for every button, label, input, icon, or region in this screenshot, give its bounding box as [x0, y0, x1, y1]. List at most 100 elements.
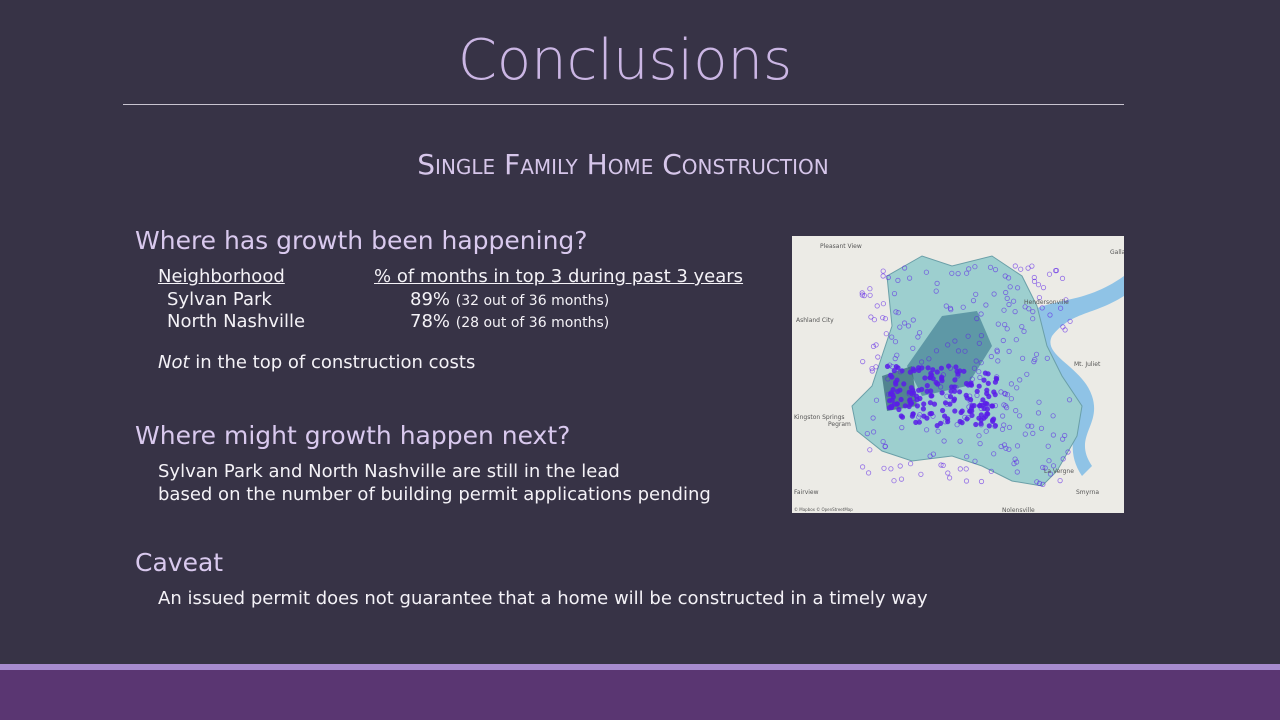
permit-point [885, 274, 891, 281]
permit-point [882, 444, 888, 450]
permit-point [943, 303, 949, 309]
permit-point [1002, 322, 1008, 328]
permit-point [970, 297, 977, 304]
permit-point [965, 333, 971, 339]
permit-point [966, 266, 972, 272]
permit-point [953, 364, 959, 370]
permit-point [983, 413, 989, 419]
table-cell: 89% (32 out of 36 months) [410, 289, 609, 310]
permit-point [1047, 471, 1054, 477]
permit-point [947, 401, 953, 407]
permit-point [899, 425, 905, 431]
permit-point [949, 270, 955, 276]
permit-point [921, 401, 927, 407]
table-cell: 78% (28 out of 36 months) [410, 311, 609, 332]
permit-point [992, 423, 998, 429]
permit-point [1007, 284, 1013, 290]
permit-point [880, 268, 886, 274]
permit-point [1050, 413, 1056, 419]
permit-point [924, 383, 930, 389]
permit-point [1050, 463, 1057, 469]
permit-point [1030, 430, 1036, 436]
permit-point [915, 334, 921, 340]
permit-point [994, 347, 1000, 353]
permit-point [1017, 413, 1023, 419]
permit-point [1047, 312, 1053, 318]
permit-point [895, 365, 901, 371]
permit-point [930, 451, 936, 457]
permit-point [985, 380, 991, 386]
permit-point [861, 292, 867, 299]
permit-point [892, 356, 898, 362]
permit-point [898, 476, 905, 482]
permit-point [977, 374, 983, 381]
body-line: An issued permit does not guarantee that… [158, 588, 928, 609]
permit-point [952, 338, 958, 344]
permit-point [968, 380, 974, 386]
permit-point [1050, 432, 1056, 438]
permit-point [947, 475, 953, 481]
permit-point [1035, 282, 1042, 288]
permit-point [880, 315, 886, 321]
permit-point [992, 379, 998, 385]
permit-point [867, 292, 873, 298]
permit-point [910, 366, 916, 372]
permit-point [1006, 424, 1013, 430]
permit-point [1060, 456, 1066, 462]
permit-point [1011, 461, 1017, 467]
permit-point [938, 462, 944, 468]
permit-point [913, 419, 919, 425]
permit-point [991, 389, 997, 395]
permit-point [1057, 305, 1064, 311]
map-label: Pegram [828, 421, 851, 428]
permit-point [1045, 443, 1051, 449]
permit-point [991, 291, 997, 297]
permit-point [928, 370, 934, 377]
permit-point [866, 470, 872, 476]
permit-point [976, 383, 982, 389]
permit-point [875, 354, 881, 360]
permit-point [984, 406, 990, 412]
permit-point [897, 463, 903, 469]
permit-point [1013, 337, 1019, 343]
value: 78% [410, 311, 451, 332]
permit-point [939, 376, 945, 382]
permit-point [978, 478, 985, 485]
permit-point [907, 275, 913, 281]
permit-point [1044, 355, 1050, 361]
permit-point [977, 441, 983, 447]
permit-point [1040, 481, 1046, 487]
map: Pleasant View Hendersonville Ashland Cit… [792, 236, 1124, 513]
permit-point [985, 371, 991, 377]
permit-point [986, 393, 992, 400]
permit-point [916, 414, 922, 420]
permit-point [924, 415, 930, 421]
table-cell: Sylvan Park [167, 289, 272, 310]
permit-point [896, 406, 902, 413]
permit-point [963, 466, 969, 472]
note-text: in the top of construction costs [189, 352, 476, 373]
detail: (28 out of 36 months) [455, 315, 610, 331]
permit-point [969, 408, 975, 414]
permit-point [874, 303, 880, 309]
permit-point [895, 277, 901, 284]
permit-point [1039, 305, 1045, 311]
permit-point [1036, 399, 1042, 405]
permit-point [905, 323, 912, 329]
permit-point [957, 438, 963, 444]
permit-point [895, 388, 901, 395]
permit-point [1062, 327, 1068, 333]
title: Conclusions [457, 28, 793, 93]
permit-point [890, 387, 896, 393]
permit-point [940, 407, 946, 414]
map-label: Fairview [794, 489, 819, 496]
permit-point [1006, 301, 1012, 308]
map-label: Hendersonville [1024, 299, 1069, 306]
permit-point [1030, 309, 1036, 315]
permit-point [923, 269, 929, 275]
permit-point [964, 270, 970, 276]
permit-point [928, 393, 934, 399]
permit-point [1004, 326, 1010, 332]
emphasis: Not [158, 352, 190, 373]
permit-point [972, 264, 978, 270]
